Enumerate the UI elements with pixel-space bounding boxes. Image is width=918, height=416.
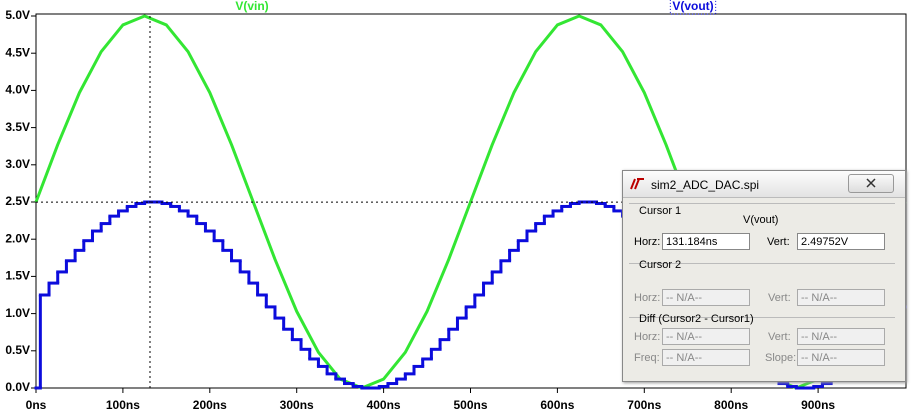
x-tick-label: 200ns — [193, 398, 227, 412]
close-button[interactable] — [848, 174, 894, 193]
x-tick-label: 900ns — [801, 398, 835, 412]
y-tick-label: 4.0V — [5, 83, 30, 97]
legend-selection — [669, 0, 717, 15]
group-label: Diff (Cursor2 - Cursor1) — [639, 313, 754, 325]
x-tick-label: 700ns — [627, 398, 661, 412]
x-tick-label: 500ns — [453, 398, 487, 412]
dialog-title: sim2_ADC_DAC.spi — [651, 178, 760, 192]
legend-label: V(vin) — [235, 0, 268, 13]
field-label: Vert: — [768, 331, 791, 343]
y-tick-label: 3.0V — [5, 157, 30, 171]
y-tick-label: 0.5V — [5, 343, 30, 357]
field-label: Horz: — [634, 292, 661, 304]
field-label: Vert: — [767, 236, 790, 248]
x-tick-label: 100ns — [106, 398, 140, 412]
x-tick-label: 400ns — [367, 398, 401, 412]
legend-label: V(vout) — [672, 0, 713, 13]
y-tick-label: 3.5V — [5, 120, 30, 134]
y-tick-label: 1.0V — [5, 306, 30, 320]
field-label: Horz: — [634, 331, 661, 343]
app-icon — [630, 178, 644, 190]
x-tick-label: 800ns — [714, 398, 748, 412]
group-label: Cursor 2 — [639, 259, 682, 271]
y-tick-label: 5.0V — [5, 8, 30, 22]
y-tick-label: 4.5V — [5, 45, 30, 59]
title-bar: sim2_ADC_DAC.spi — [623, 171, 905, 198]
x-tick-label: 300ns — [280, 398, 314, 412]
trace-name: V(vout) — [743, 214, 779, 226]
y-tick-label: 2.0V — [5, 231, 30, 245]
x-tick-label: 600ns — [540, 398, 574, 412]
y-tick-label: 1.5V — [5, 269, 30, 283]
field-label: Vert: — [768, 292, 791, 304]
text-field[interactable]: 131.184ns — [662, 233, 750, 250]
field-label: Slope: — [765, 352, 797, 364]
field-label: Freq: — [634, 352, 660, 364]
text-field: -- N/A-- — [662, 328, 750, 345]
x-tick-label: 0ns — [26, 398, 47, 412]
text-field[interactable]: 2.49752V — [797, 233, 885, 250]
diff-group — [629, 317, 895, 318]
group-label: Cursor 1 — [639, 205, 682, 217]
cursor1-group — [629, 203, 895, 262]
cursor-dialog[interactable]: sim2_ADC_DAC.spi Cursor 1 V(vout) Horz: … — [622, 170, 906, 382]
text-field: -- N/A-- — [797, 349, 885, 366]
y-tick-label: 2.5V — [5, 194, 30, 208]
cursor2-group — [629, 263, 895, 264]
field-label: Horz: — [634, 236, 661, 248]
text-field: -- N/A-- — [662, 349, 750, 366]
text-field: -- N/A-- — [797, 328, 885, 345]
text-field: -- N/A-- — [797, 289, 885, 306]
text-field: -- N/A-- — [662, 289, 750, 306]
y-tick-label: 0.0V — [5, 380, 30, 394]
